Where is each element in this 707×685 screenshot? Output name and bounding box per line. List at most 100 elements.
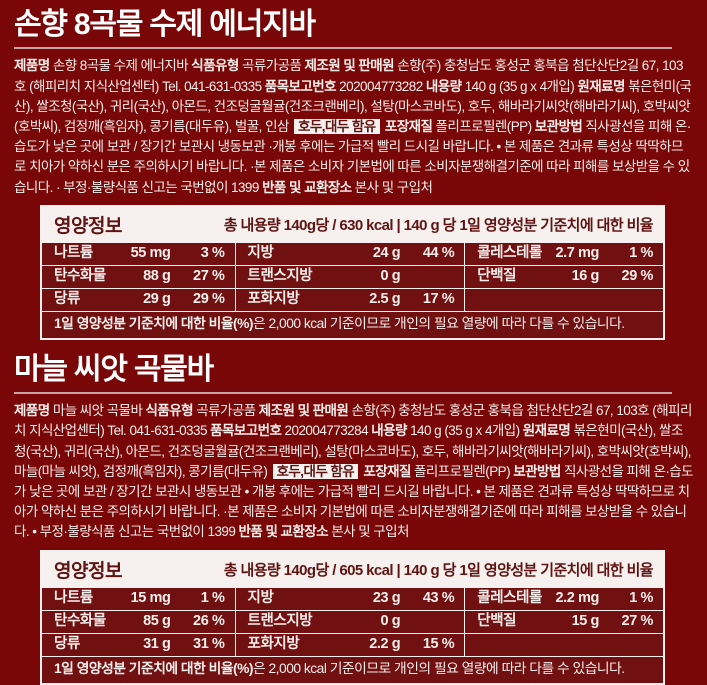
info-text-segment: 본사 및 구입처 [328, 524, 409, 540]
nutrient-dv: 1 % [629, 589, 653, 606]
nutrient-protein: 단백질 15 g 27 % [464, 610, 663, 634]
product-title: 손향 8곡물 수제 에너지바 [14, 8, 316, 41]
info-text-segment: 포장재질 [363, 463, 411, 479]
info-text-segment: 포장재질 [384, 119, 433, 134]
nutrient-amount: 24 g [372, 244, 401, 261]
nutrient-dv: 44 % [422, 244, 455, 261]
product-info-text: 제품명 마늘 씨앗 곡물바 식품유형 곡류가공품 제조원 및 판매원 손향(주)… [14, 401, 694, 542]
product-title: 마늘 씨앗 곡물바 [14, 352, 214, 386]
info-text-segment: 폴리프로필렌(PP) [432, 119, 535, 134]
nutrient-amount: 2.5 g [369, 290, 401, 307]
nutrient-name: 나트륨 [54, 244, 93, 261]
info-text-segment: 곡류가공품 [193, 403, 259, 419]
info-text-segment: 제조원 및 판매원 [304, 58, 395, 74]
info-text-segment: 직사광선을 피해 온·습도가 낮은 곳에 보관 / 장기간 보관시 냉동보관 ·… [14, 119, 691, 195]
nutrient-dv: 27 % [193, 267, 225, 284]
nutrient-dv: 17 % [422, 290, 455, 307]
nutrient-amount: 2.7 mg [555, 244, 599, 261]
nutrition-table: 영양정보 총 내용량 140g당 / 605 kcal | 140 g 당 1일… [40, 549, 665, 685]
footnote-rest: 은 2,000 kcal 기준이므로 개인의 필요 열량에 따라 다를 수 있습… [252, 660, 625, 676]
info-text-segment: 제품명 [14, 403, 50, 419]
info-text-segment: 직사광선을 피해 온·습도가 낮은 곳에 보관 / 장기간 보관시 냉동보관 •… [14, 463, 694, 540]
info-text-segment: 마늘 씨앗 곡물바 [49, 403, 146, 419]
info-text-segment: 폴리프로필렌(PP) [410, 463, 514, 479]
nutrient-name: 포화지방 [247, 290, 300, 307]
nutrition-summary: 총 내용량 140g당 / 605 kcal | 140 g 당 1일 영양성분… [223, 561, 654, 579]
nutrient-cholesterol: 콜레스테롤 2.7 mg 1 % [464, 242, 663, 266]
info-text-segment: 140 g (35 g x 4개입) [461, 78, 578, 94]
nutrient-name: 지방 [247, 589, 274, 606]
info-text-segment: 볶은현미(국산), 쌀조청(국산), 귀리(국산), 아몬드, 건조덩굴월귤(건… [14, 78, 692, 134]
info-text-segment: 보관방법 [513, 463, 561, 479]
nutrition-header: 영양정보 총 내용량 140g당 / 630 kcal | 140 g 당 1일… [42, 206, 663, 243]
nutrition-grid: 나트륨 55 mg 3 % 지방 24 g 44 % 콜레스테롤 2.7 mg … [42, 242, 663, 311]
nutrition-info-label: 영양정보 [54, 215, 122, 237]
nutrient-amount: 16 g [571, 267, 600, 284]
nutrient-amount: 0 g [380, 267, 401, 284]
nutrient-amount: 15 mg [130, 589, 171, 606]
nutrition-summary: 총 내용량 140g당 / 630 kcal | 140 g 당 1일 영양성분… [223, 216, 654, 234]
nutrient-dv: 26 % [193, 612, 225, 629]
nutrient-dv: 29 % [621, 267, 654, 284]
product-info-text: 제품명 손향 8곡물 수제 에너지바 식품유형 곡류가공품 제조원 및 판매원 … [14, 56, 693, 197]
nutrient-dv: 31 % [193, 635, 225, 652]
nutrient-name: 지방 [247, 244, 274, 261]
info-text-segment: 곡류가공품 [238, 58, 305, 74]
nutrient-amount: 2.2 mg [555, 589, 599, 606]
footnote-rest: 은 2,000 kcal 기준이므로 개인의 필요 열량에 따라 다를 수 있습… [252, 315, 625, 331]
info-text-segment: 볶은현미(국산), 쌀조청(국산), 귀리(국산), 아몬드, 건조덩굴월귤(건… [14, 423, 692, 479]
info-text-segment: 제조원 및 판매원 [258, 403, 349, 419]
footnote-bold: 1일 영양성분 기준치에 대한 비율(%) [54, 660, 253, 676]
info-text-segment: 제품명 [14, 58, 50, 74]
info-text-segment: 보관방법 [534, 119, 583, 134]
nutrient-amount: 55 mg [130, 244, 171, 261]
nutrient-satfat: 포화지방 2.5 g 17 % [234, 288, 465, 311]
nutrition-footnote: 1일 영양성분 기준치에 대한 비율(%)은 2,000 kcal 기준이므로 … [42, 310, 663, 338]
nutrient-amount: 88 g [143, 267, 171, 284]
footnote-bold: 1일 영양성분 기준치에 대한 비율(%) [54, 315, 253, 331]
nutrient-amount: 31 g [143, 635, 171, 652]
nutrient-name: 단백질 [477, 267, 517, 284]
nutrient-amount: 85 g [143, 612, 171, 629]
info-text-segment: 202004773282 [335, 78, 426, 94]
nutrient-sodium: 나트륨 15 mg 1 % [42, 588, 235, 611]
nutrient-amount: 0 g [380, 612, 401, 629]
nutrition-footnote: 1일 영양성분 기준치에 대한 비율(%)은 2,000 kcal 기준이므로 … [42, 655, 663, 683]
nutrient-dv: 15 % [422, 635, 455, 652]
nutrient-fat: 지방 23 g 43 % [234, 587, 465, 611]
product-section: 마늘 씨앗 곡물바 제품명 마늘 씨앗 곡물바 식품유형 곡류가공품 제조원 및… [14, 352, 694, 685]
info-text-segment: 본사 및 구입처 [351, 179, 433, 195]
info-text-segment: 내용량 [425, 78, 462, 94]
nutrient-transfat: 트랜스지방 0 g [234, 265, 465, 289]
nutrient-transfat: 트랜스지방 0 g [234, 610, 465, 634]
nutrient-name: 탄수화물 [54, 267, 106, 284]
nutrient-dv: 1 % [629, 244, 653, 261]
info-text-segment: 식품유형 [191, 58, 239, 74]
info-text-segment: 원재료명 [522, 423, 571, 439]
nutrient-carbohydrate: 탄수화물 88 g 27 % [42, 266, 235, 289]
info-text-segment: 반품 및 교환장소 [238, 524, 329, 540]
product-section: 손향 8곡물 수제 에너지바 제품명 손향 8곡물 수제 에너지바 식품유형 곡… [14, 7, 693, 340]
nutrient-name: 트랜스지방 [247, 267, 313, 284]
nutrition-grid: 나트륨 15 mg 1 % 지방 23 g 43 % 콜레스테롤 2.2 mg … [42, 587, 663, 656]
info-text-segment: 손향(주) 충청남도 홍성군 홍북읍 첨단산단2길 67, 103호 (해피리치… [14, 58, 684, 94]
nutrient-dv: 43 % [422, 589, 455, 606]
nutrient-amount: 23 g [372, 589, 401, 606]
nutrient-name: 단백질 [477, 612, 517, 629]
nutrient-dv: 1 % [200, 589, 225, 606]
nutrient-name: 탄수화물 [54, 612, 106, 629]
allergen-highlight: 호두,대두 함유 [272, 463, 359, 479]
nutrient-empty [464, 288, 663, 311]
nutrient-cholesterol: 콜레스테롤 2.2 mg 1 % [464, 587, 663, 611]
nutrient-amount: 15 g [571, 612, 600, 629]
nutrient-name: 콜레스테롤 [477, 244, 542, 261]
title-divider [14, 392, 672, 395]
info-text-segment: 반품 및 교환장소 [262, 179, 352, 195]
info-text-segment: 식품유형 [145, 403, 194, 419]
info-text-segment: 손향 8곡물 수제 에너지바 [49, 58, 192, 74]
nutrient-dv: 29 % [193, 290, 225, 307]
nutrient-fat: 지방 24 g 44 % [234, 242, 465, 266]
nutrient-name: 포화지방 [247, 635, 300, 652]
info-text-segment: 품목보고번호 [210, 423, 282, 439]
nutrient-carbohydrate: 탄수화물 85 g 26 % [42, 611, 235, 634]
